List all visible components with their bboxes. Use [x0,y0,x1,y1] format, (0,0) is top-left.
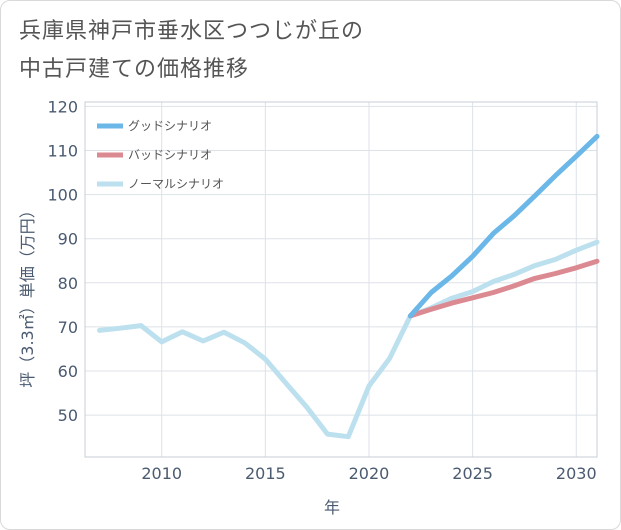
y-tick-label: 60 [58,362,78,381]
plot-area [84,101,598,458]
title-line-1: 兵庫県神戸市垂水区つつじが丘の [19,19,365,44]
legend-label: グッドシナリオ [128,119,212,133]
chart-title: 兵庫県神戸市垂水区つつじが丘の 中古戸建ての価格推移 [19,13,364,89]
series-lines [97,133,600,440]
y-tick-label: 100 [47,186,78,205]
legend-item-good: グッドシナリオ [97,119,212,133]
y-tick-label: 50 [58,406,78,425]
x-tick-label: 2025 [452,464,493,483]
grid [85,102,597,457]
good-scenario-line [407,133,600,319]
normal-scenario-line [97,239,600,440]
x-axis-label: 年 [324,498,340,517]
x-tick-label: 2010 [141,464,182,483]
y-tick-label: 120 [47,97,78,116]
x-tick-label: 2020 [349,464,390,483]
y-tick-label: 70 [58,318,78,337]
y-tick-label: 80 [58,274,78,293]
title-line-2: 中古戸建ての価格推移 [19,57,250,82]
legend-label: バッドシナリオ [128,148,212,162]
legend-item-bad: バッドシナリオ [97,148,212,162]
y-tick-label: 110 [47,142,78,161]
bad-scenario-line [407,258,600,319]
y-tick-label: 90 [58,230,78,249]
x-tick-labels: 2010 2015 2020 2025 2030 [141,464,596,483]
legend-label: ノーマルシナリオ [128,177,224,191]
legend-item-normal: ノーマルシナリオ [97,177,224,191]
y-axis-label: 坪（3.3㎡）単価（万円） [18,202,37,387]
y-tick-labels: 50 60 70 80 90 100 110 120 [47,97,78,425]
x-tick-label: 2030 [556,464,597,483]
x-tick-label: 2015 [245,464,286,483]
